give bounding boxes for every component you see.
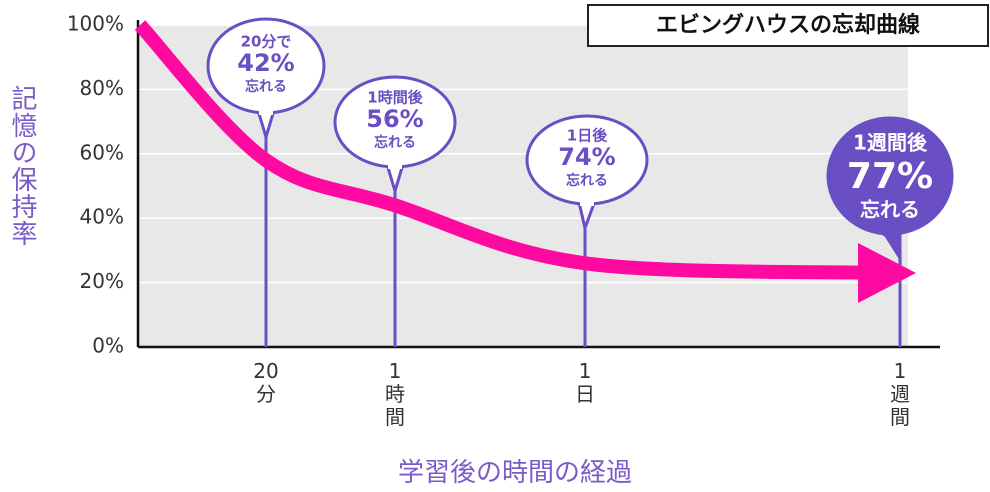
- x-axis-title: 学習後の時間の経過: [397, 458, 632, 488]
- callout-text: 42%: [237, 49, 294, 77]
- y-axis-title: 記憶の保持率: [7, 85, 37, 247]
- callout-text: 1時間後: [367, 89, 423, 107]
- callout-text: 1日後: [567, 127, 608, 145]
- tail-cover: [259, 105, 273, 115]
- x-tick-label: 1週間: [890, 359, 910, 429]
- callout-text: 1週間後: [853, 131, 928, 155]
- x-tick-label: 1時間: [385, 359, 405, 429]
- tail-cover: [388, 159, 402, 169]
- callout-text: 74%: [558, 143, 615, 171]
- x-tick-label: 1日: [575, 359, 595, 406]
- y-tick-label: 60%: [80, 140, 124, 164]
- tail-cover: [580, 196, 594, 206]
- callout-text: 忘れる: [374, 134, 416, 151]
- callout-text: 忘れる: [245, 78, 287, 95]
- callout-text: 忘れる: [566, 172, 608, 189]
- callout-text: 20分で: [241, 33, 292, 51]
- y-tick-label: 0%: [92, 334, 124, 358]
- y-tick-label: 80%: [80, 76, 124, 100]
- y-tick-label: 40%: [80, 205, 124, 229]
- callout-text: 56%: [366, 105, 423, 133]
- title-box: [587, 4, 989, 47]
- callout-text: 忘れる: [860, 198, 920, 222]
- forgetting-curve: [134, 20, 901, 280]
- y-tick-label: 100%: [67, 12, 124, 36]
- x-tick-label: 20分: [253, 359, 279, 406]
- chart-title: エビングハウスの忘却曲線: [656, 12, 920, 38]
- tail-cover: [883, 226, 897, 236]
- y-tick-label: 20%: [80, 269, 124, 293]
- callout-text: 77%: [847, 156, 933, 197]
- arrow-head: [858, 242, 916, 303]
